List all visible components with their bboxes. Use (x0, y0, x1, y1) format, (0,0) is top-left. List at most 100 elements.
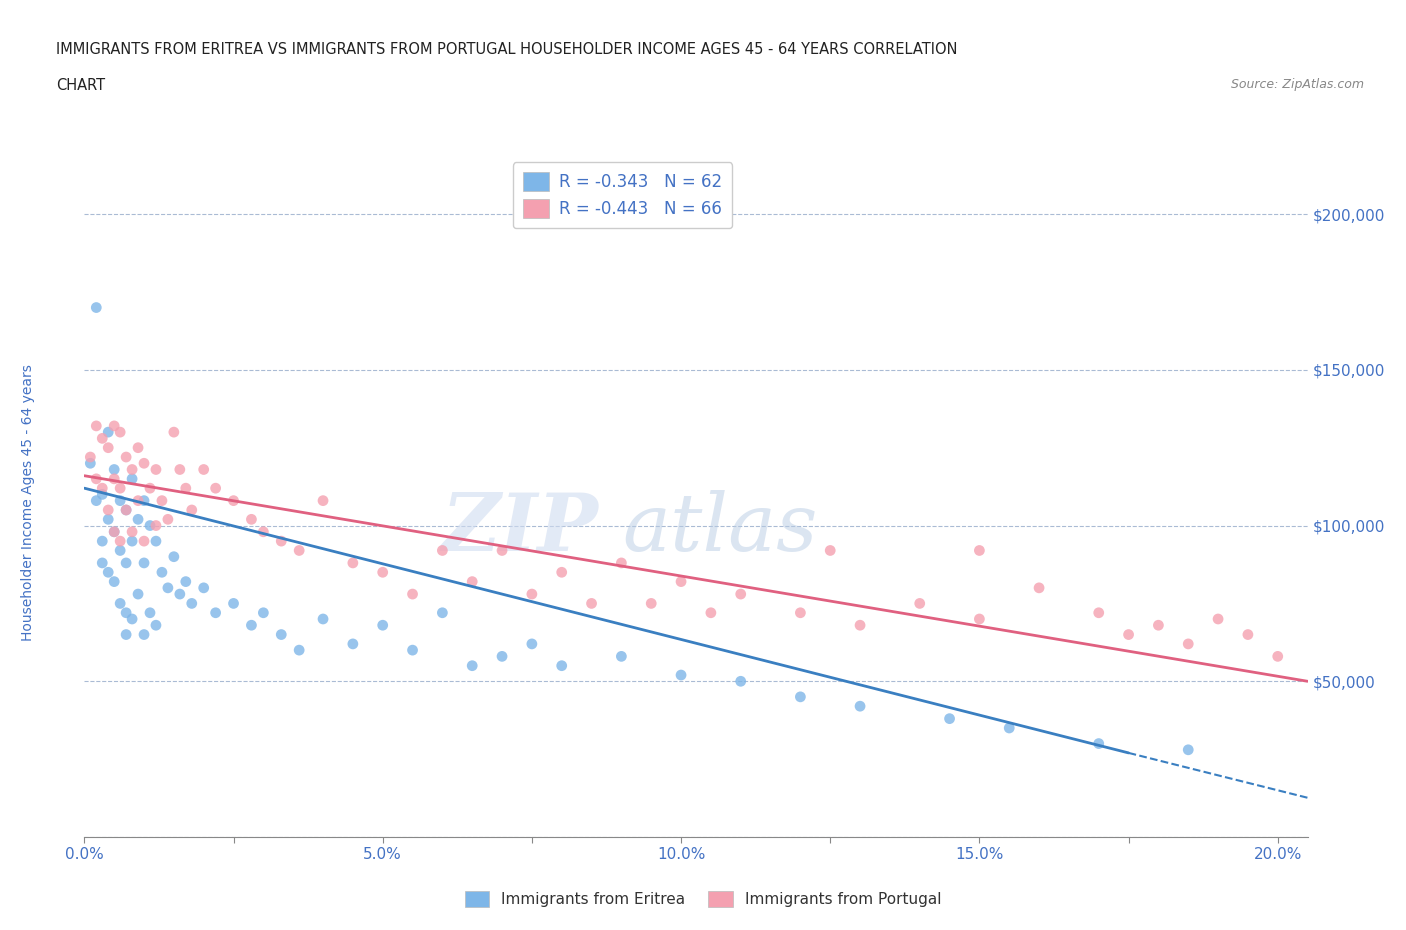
Point (132, 534, 155, 549)
Point (222, 493, 245, 508)
Point (103, 574, 125, 589)
Point (103, 462, 125, 477)
Point (969, 543, 991, 558)
Point (288, 543, 311, 558)
Point (849, 618, 872, 632)
Point (84, 300, 107, 315)
Point (103, 418, 125, 433)
Point (461, 658, 484, 673)
Point (91, 487, 114, 502)
Point (908, 596, 931, 611)
Point (491, 649, 513, 664)
Point (849, 698, 872, 713)
Point (174, 574, 197, 589)
Legend: R = -0.343   N = 62, R = -0.443   N = 66: R = -0.343 N = 62, R = -0.443 N = 66 (513, 163, 733, 228)
Text: atlas: atlas (623, 490, 818, 567)
Point (115, 449, 138, 464)
Point (669, 574, 692, 589)
Point (270, 627, 292, 642)
Point (97, 425, 120, 440)
Point (91, 481, 114, 496)
Point (342, 555, 364, 570)
Point (169, 587, 191, 602)
Point (270, 534, 292, 549)
Point (312, 493, 335, 508)
Text: IMMIGRANTS FROM ERITREA VS IMMIGRANTS FROM PORTUGAL HOUSEHOLDER INCOME AGES 45 -: IMMIGRANTS FROM ERITREA VS IMMIGRANTS FR… (56, 42, 957, 57)
Point (121, 612, 143, 627)
Point (252, 605, 274, 620)
Legend: Immigrants from Eritrea, Immigrants from Portugal: Immigrants from Eritrea, Immigrants from… (458, 884, 948, 913)
Point (139, 605, 162, 620)
Point (139, 518, 162, 533)
Point (145, 462, 167, 477)
Point (252, 525, 274, 539)
Point (139, 481, 162, 496)
Point (97, 565, 120, 579)
Point (551, 658, 574, 673)
Point (108, 493, 131, 508)
Text: CHART: CHART (56, 78, 105, 93)
Point (640, 596, 662, 611)
Point (108, 596, 131, 611)
Point (150, 565, 173, 579)
Point (108, 543, 131, 558)
Point (91, 431, 114, 445)
Point (115, 627, 138, 642)
Point (97, 512, 120, 526)
Point (938, 711, 960, 726)
Point (180, 502, 202, 517)
Point (432, 605, 454, 620)
Point (132, 627, 155, 642)
Point (156, 512, 179, 526)
Point (127, 512, 149, 526)
Point (789, 689, 811, 704)
Point (115, 555, 138, 570)
Point (818, 543, 841, 558)
Point (1177, 742, 1199, 757)
Point (669, 668, 692, 683)
Point (163, 550, 186, 565)
Point (84, 418, 107, 433)
Point (581, 596, 603, 611)
Point (1237, 627, 1260, 642)
Point (79, 449, 101, 464)
Point (180, 596, 202, 611)
Point (174, 481, 197, 496)
Point (371, 565, 394, 579)
Point (401, 643, 423, 658)
Point (371, 618, 394, 632)
Point (127, 587, 149, 602)
Point (91, 555, 114, 570)
Point (1118, 627, 1140, 642)
Point (520, 636, 543, 651)
Point (156, 580, 179, 595)
Point (1028, 580, 1050, 595)
Point (551, 565, 574, 579)
Point (204, 605, 226, 620)
Point (145, 534, 167, 549)
Point (342, 636, 364, 651)
Point (491, 543, 513, 558)
Point (132, 555, 155, 570)
Point (103, 525, 125, 539)
Point (461, 574, 484, 589)
Point (730, 674, 752, 689)
Point (204, 481, 226, 496)
Point (121, 462, 143, 477)
Point (1087, 737, 1109, 751)
Point (240, 618, 263, 632)
Point (1267, 649, 1289, 664)
Point (401, 587, 423, 602)
Point (222, 596, 245, 611)
Point (610, 555, 633, 570)
Point (163, 425, 186, 440)
Point (145, 518, 167, 533)
Point (79, 456, 101, 471)
Point (998, 721, 1021, 736)
Point (91, 534, 114, 549)
Point (127, 440, 149, 455)
Point (169, 462, 191, 477)
Point (1147, 618, 1170, 632)
Point (97, 502, 120, 517)
Point (288, 643, 311, 658)
